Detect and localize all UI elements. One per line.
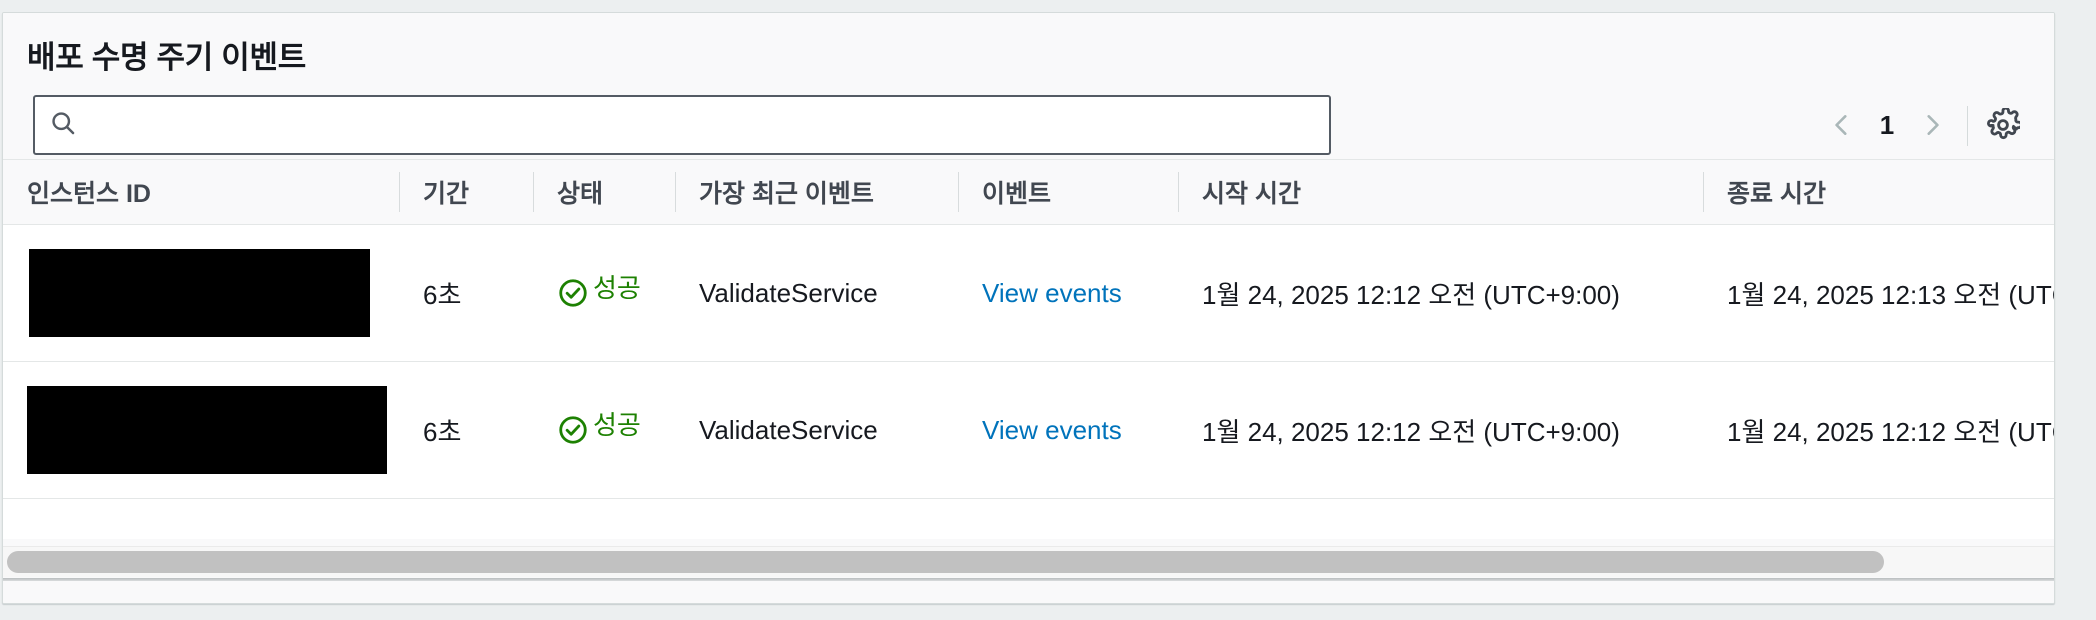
cell-end-time: 1월 24, 2025 12:12 오전 (UTC+9:00): [1703, 361, 2054, 499]
cell-most-recent-event: ValidateService: [675, 361, 958, 499]
search-field[interactable]: [33, 95, 1331, 155]
status-badge: 성공: [593, 272, 641, 303]
column-header-end-time[interactable]: 종료 시간: [1703, 159, 2054, 225]
table-header-row: 인스턴스 ID 기간 상태 가장 최근 이벤트 이벤트 시작 시간 종료 시간: [3, 159, 2054, 225]
redacted-instance-id: [27, 386, 387, 474]
table-row[interactable]: 6초 성공 ValidateService: [3, 224, 2054, 362]
table-body: 6초 성공 ValidateService: [3, 224, 2054, 499]
cell-instance-id: [3, 224, 399, 362]
column-header-most-recent-event[interactable]: 가장 최근 이벤트: [675, 159, 958, 225]
table-tools-row: 1: [3, 77, 2054, 159]
deployment-lifecycle-events-card: 배포 수명 주기 이벤트 1: [2, 12, 2055, 604]
settings-button[interactable]: [1980, 103, 2026, 149]
cell-status: 성공: [533, 361, 675, 499]
search-icon: [49, 109, 77, 142]
search-input[interactable]: [77, 102, 1329, 148]
pagination-current-page[interactable]: 1: [1879, 110, 1895, 140]
pagination-next-button[interactable]: [1910, 103, 1954, 147]
check-circle-icon: [557, 277, 589, 316]
card-header: 배포 수명 주기 이벤트 1: [3, 13, 2054, 159]
cell-end-time: 1월 24, 2025 12:13 오전 (UTC+9:00): [1703, 224, 2054, 362]
pagination-previous-button[interactable]: [1820, 103, 1864, 147]
table-row[interactable]: 6초 성공 ValidateService: [3, 361, 2054, 499]
cell-instance-id: [3, 361, 399, 499]
cell-status: 성공: [533, 224, 675, 362]
view-events-link[interactable]: View events: [982, 277, 1122, 308]
redacted-instance-id: [29, 249, 370, 337]
column-header-events[interactable]: 이벤트: [958, 159, 1178, 225]
table-header: 인스턴스 ID 기간 상태 가장 최근 이벤트 이벤트 시작 시간 종료 시간: [3, 159, 2054, 225]
column-header-instance-id[interactable]: 인스턴스 ID: [3, 159, 399, 225]
cell-start-time: 1월 24, 2025 12:12 오전 (UTC+9:00): [1178, 361, 1703, 499]
cell-events: View events: [958, 224, 1178, 362]
column-header-start-time[interactable]: 시작 시간: [1178, 159, 1703, 225]
column-header-status[interactable]: 상태: [533, 159, 675, 225]
horizontal-scrollbar-thumb[interactable]: [7, 551, 1884, 573]
gear-icon: [1986, 106, 2023, 145]
cell-most-recent-event: ValidateService: [675, 224, 958, 362]
cell-duration: 6초: [399, 361, 533, 499]
column-header-duration[interactable]: 기간: [399, 159, 533, 225]
deployment-events-table: 인스턴스 ID 기간 상태 가장 최근 이벤트 이벤트 시작 시간 종료 시간 …: [3, 159, 2054, 499]
cell-start-time: 1월 24, 2025 12:12 오전 (UTC+9:00): [1178, 224, 1703, 362]
card-footer: [3, 581, 2054, 603]
toolbar-divider: [1967, 106, 1968, 146]
table-scroll-container[interactable]: 인스턴스 ID 기간 상태 가장 최근 이벤트 이벤트 시작 시간 종료 시간 …: [3, 159, 2054, 539]
view-events-link[interactable]: View events: [982, 414, 1122, 445]
horizontal-scrollbar-track[interactable]: [3, 546, 2054, 577]
cell-duration: 6초: [399, 224, 533, 362]
status-badge: 성공: [593, 409, 641, 440]
cell-events: View events: [958, 361, 1178, 499]
check-circle-icon: [557, 414, 589, 453]
page-title: 배포 수명 주기 이벤트: [27, 40, 306, 75]
card-bottom-edge: [3, 578, 2054, 581]
pagination: 1: [1820, 95, 1954, 155]
